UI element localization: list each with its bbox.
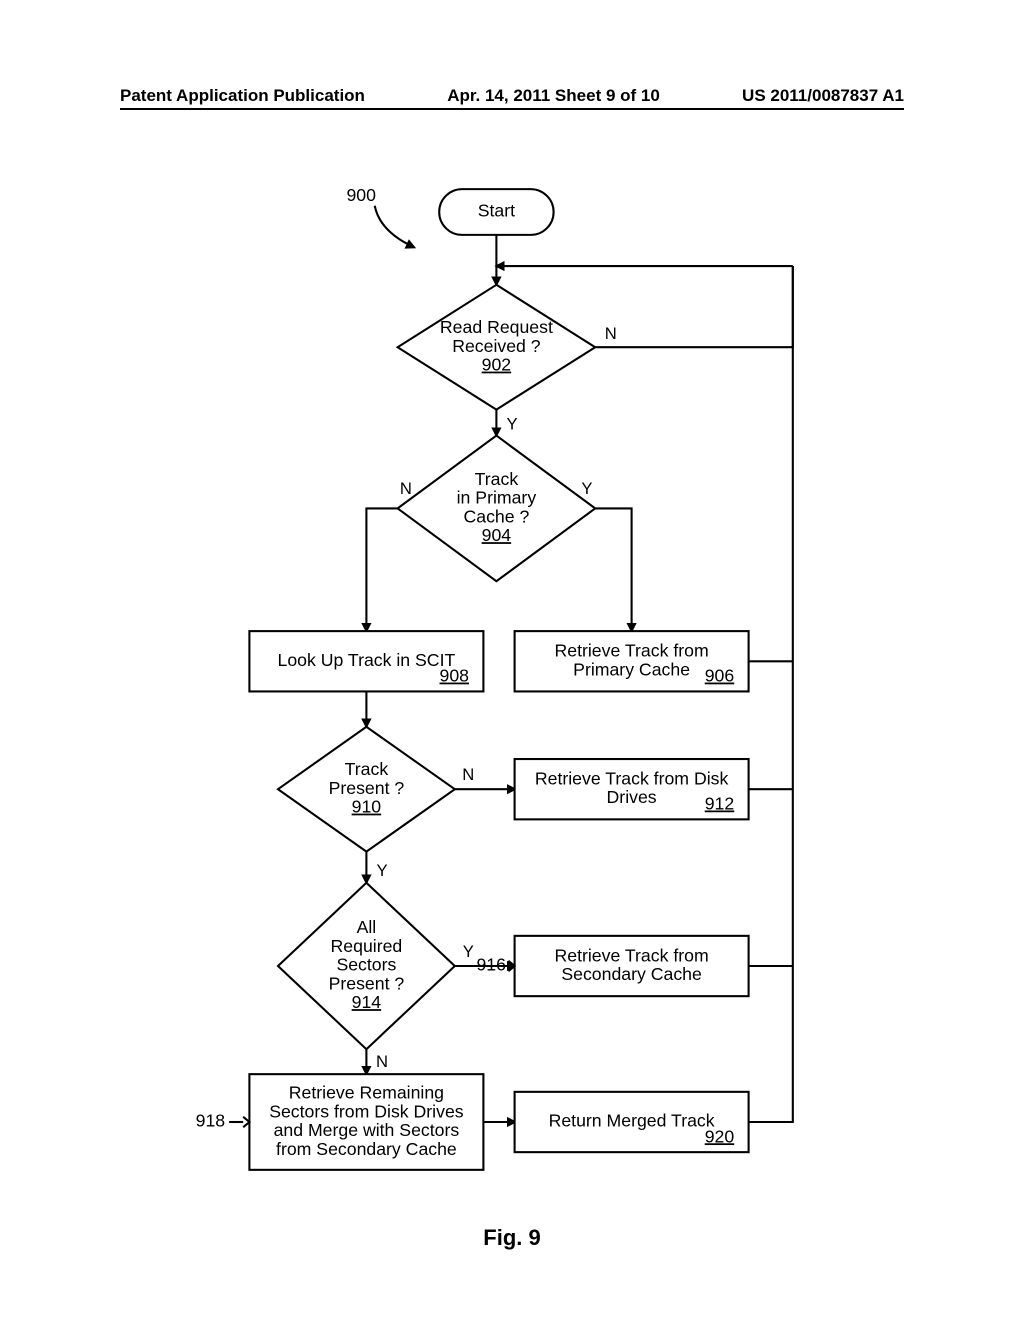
svg-text:Drives: Drives bbox=[607, 787, 657, 807]
svg-text:910: 910 bbox=[352, 797, 382, 817]
node-p918: Retrieve RemainingSectors from Disk Driv… bbox=[196, 1074, 484, 1170]
svg-text:Read Request: Read Request bbox=[440, 317, 553, 337]
header-left: Patent Application Publication bbox=[120, 86, 365, 106]
svg-text:N: N bbox=[605, 324, 617, 343]
svg-text:912: 912 bbox=[705, 793, 734, 813]
header-right: US 2011/0087837 A1 bbox=[742, 86, 904, 106]
node-d902: Read RequestReceived ?902 bbox=[398, 285, 596, 410]
svg-text:Sectors from Disk Drives: Sectors from Disk Drives bbox=[269, 1101, 464, 1121]
node-start: Start bbox=[439, 189, 553, 235]
svg-text:in Primary: in Primary bbox=[457, 488, 537, 508]
svg-text:900: 900 bbox=[346, 185, 376, 205]
svg-text:Y: Y bbox=[506, 415, 517, 434]
figure-caption: Fig. 9 bbox=[0, 1225, 1024, 1251]
svg-text:Track: Track bbox=[345, 759, 389, 779]
svg-text:Retrieve Track from Disk: Retrieve Track from Disk bbox=[535, 769, 729, 789]
svg-text:906: 906 bbox=[705, 666, 735, 686]
node-p906: Retrieve Track fromPrimary Cache 906 bbox=[515, 631, 749, 691]
svg-text:902: 902 bbox=[482, 355, 512, 375]
svg-text:Secondary Cache: Secondary Cache bbox=[561, 964, 702, 984]
svg-text:920: 920 bbox=[705, 1126, 735, 1146]
svg-text:N: N bbox=[462, 765, 474, 784]
svg-text:Track: Track bbox=[475, 469, 519, 489]
page: Patent Application Publication Apr. 14, … bbox=[0, 0, 1024, 1320]
svg-text:Present ?: Present ? bbox=[329, 973, 405, 993]
node-p916: Retrieve Track fromSecondary Cache 916 bbox=[476, 936, 748, 996]
svg-text:Cache ?: Cache ? bbox=[463, 506, 529, 526]
svg-text:All: All bbox=[357, 917, 377, 937]
node-p908: Look Up Track in SCIT908 bbox=[249, 631, 483, 691]
svg-text:Y: Y bbox=[376, 861, 387, 880]
node-d910: TrackPresent ?910 bbox=[278, 727, 455, 852]
flowchart-svg: StartRead RequestReceived ?902Trackin Pr… bbox=[120, 160, 904, 1200]
svg-text:Retrieve Remaining: Retrieve Remaining bbox=[289, 1083, 444, 1103]
svg-text:908: 908 bbox=[440, 666, 470, 686]
svg-text:and Merge with Sectors: and Merge with Sectors bbox=[274, 1120, 460, 1140]
node-d904: Trackin PrimaryCache ?904 bbox=[398, 436, 596, 582]
svg-text:Start: Start bbox=[478, 201, 515, 221]
svg-text:914: 914 bbox=[352, 992, 382, 1012]
svg-text:N: N bbox=[376, 1052, 388, 1071]
svg-text:916: 916 bbox=[476, 955, 506, 975]
node-d914: AllRequiredSectorsPresent ?914 bbox=[278, 883, 455, 1049]
svg-text:Received ?: Received ? bbox=[452, 336, 541, 356]
svg-text:Primary Cache: Primary Cache bbox=[573, 659, 690, 679]
svg-text:Present ?: Present ? bbox=[329, 778, 405, 798]
svg-text:Sectors: Sectors bbox=[336, 955, 396, 975]
svg-text:904: 904 bbox=[482, 525, 512, 545]
page-header: Patent Application Publication Apr. 14, … bbox=[120, 86, 904, 106]
svg-text:918: 918 bbox=[196, 1111, 226, 1131]
svg-text:Retrieve Track from: Retrieve Track from bbox=[555, 945, 709, 965]
svg-text:Return Merged Track: Return Merged Track bbox=[549, 1111, 715, 1131]
flowchart: StartRead RequestReceived ?902Trackin Pr… bbox=[120, 160, 904, 1200]
header-rule bbox=[120, 108, 904, 110]
svg-text:Retrieve Track from: Retrieve Track from bbox=[555, 641, 709, 661]
svg-text:Look Up Track in SCIT: Look Up Track in SCIT bbox=[278, 650, 456, 670]
svg-text:Required: Required bbox=[331, 936, 403, 956]
svg-text:Y: Y bbox=[581, 479, 592, 498]
svg-text:Y: Y bbox=[463, 942, 474, 961]
svg-text:N: N bbox=[400, 479, 412, 498]
node-p920: Return Merged Track920 bbox=[515, 1092, 749, 1152]
node-p912: Retrieve Track from DiskDrives 912 bbox=[515, 759, 749, 819]
header-center: Apr. 14, 2011 Sheet 9 of 10 bbox=[447, 86, 660, 106]
svg-text:from Secondary Cache: from Secondary Cache bbox=[276, 1139, 457, 1159]
